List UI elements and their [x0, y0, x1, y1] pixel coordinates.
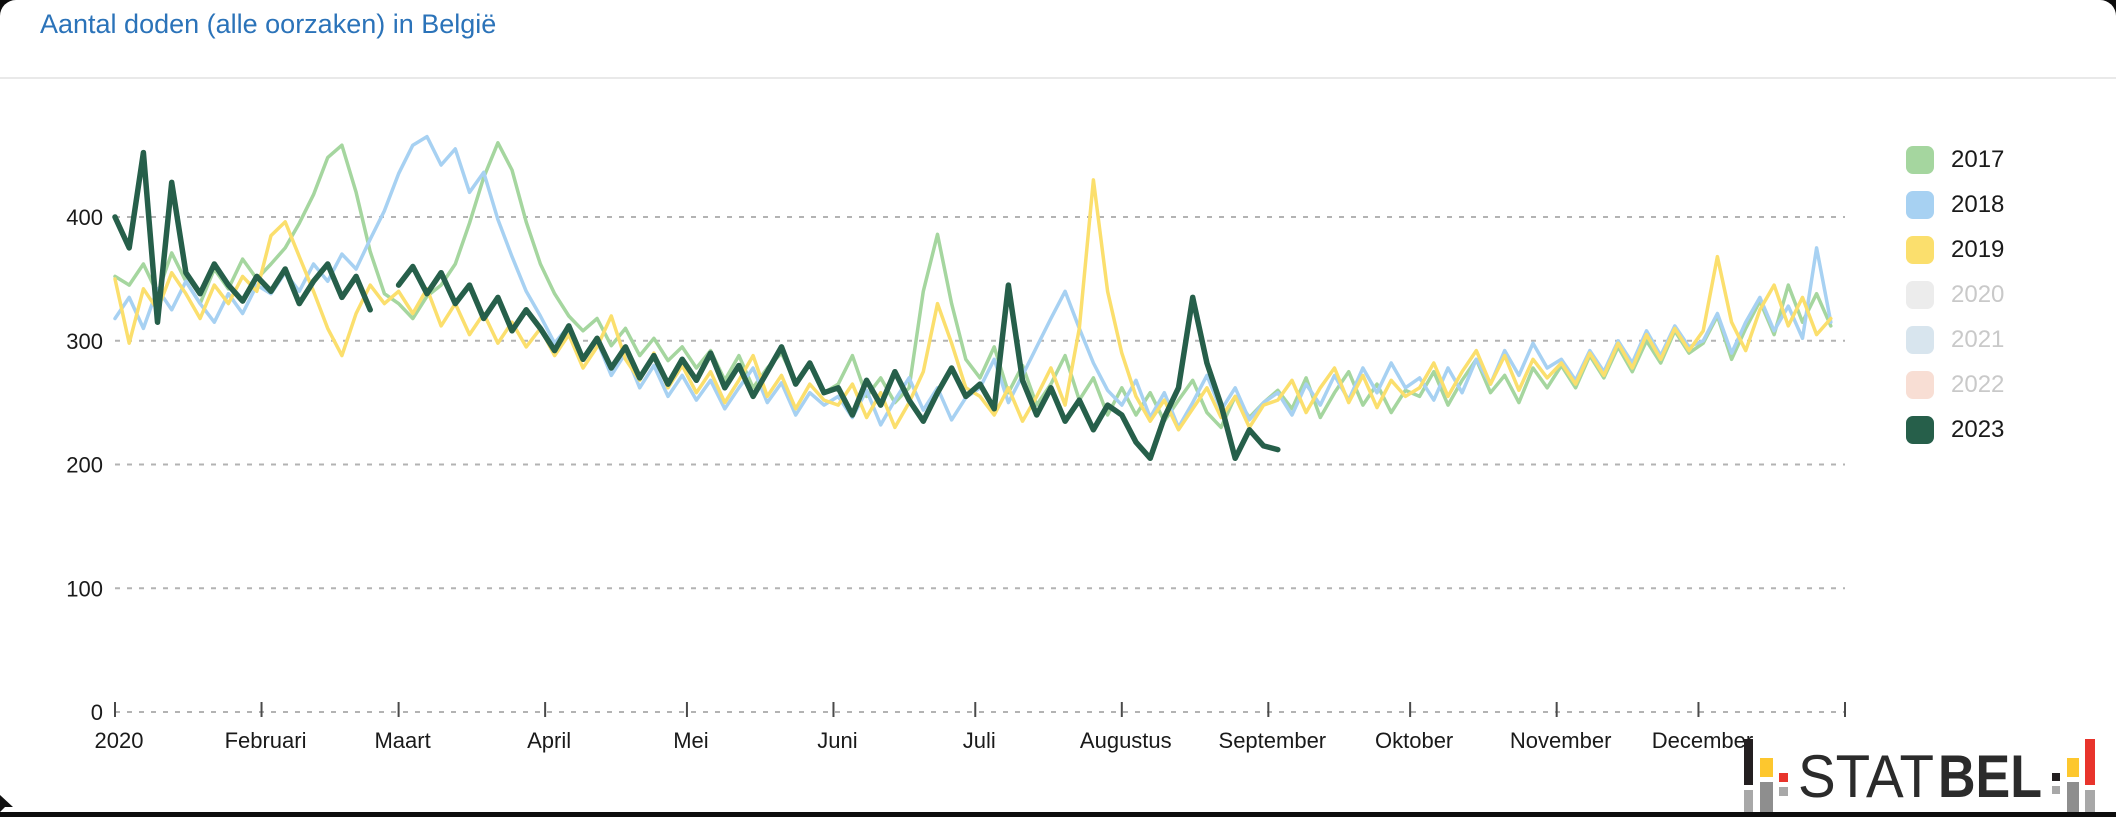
legend-swatch-2019: [1906, 236, 1934, 264]
x-tick-label: Augustus: [1080, 728, 1172, 753]
x-tick-label: Juni: [817, 728, 857, 753]
legend-label-2022: 2022: [1951, 371, 2005, 398]
legend-swatch-2020: [1906, 281, 1934, 309]
series-line-2017: [113, 141, 1833, 430]
legend-item-2017[interactable]: 2017: [1906, 146, 2004, 174]
logo-bel-text: BEL: [1938, 743, 2042, 810]
mouse-cursor: [0, 795, 13, 812]
legend-label-2017: 2017: [1951, 146, 2005, 173]
legend-item-2018[interactable]: 2018: [1906, 191, 2004, 219]
statbel-logo-right-bars: [2052, 739, 2095, 812]
legend-label-2023: 2023: [1951, 416, 2005, 443]
x-tick-label: Oktober: [1375, 728, 1453, 753]
legend-item-2021[interactable]: 2021: [1906, 326, 2004, 354]
y-tick-label-300: 300: [66, 329, 103, 354]
x-tick-label: April: [527, 728, 571, 753]
x-tick-label: September: [1219, 728, 1327, 753]
x-tick-label: Februari: [225, 728, 307, 753]
legend-label-2021: 2021: [1951, 326, 2005, 353]
x-tick-label: Maart: [374, 728, 430, 753]
legend-label-2018: 2018: [1951, 191, 2005, 218]
legend-item-2023[interactable]: 2023: [1906, 416, 2004, 444]
legend-swatch-2021: [1906, 326, 1934, 354]
statbel-logo-left-bars: [1744, 739, 1788, 812]
x-tick-label: December: [1652, 728, 1753, 753]
statbel-logo[interactable]: STAT BEL: [1742, 733, 2102, 817]
x-tick-label: November: [1510, 728, 1611, 753]
x-tick-label: Juli: [963, 728, 996, 753]
y-tick-label-200: 200: [66, 453, 103, 478]
legend-swatch-2023: [1906, 416, 1934, 444]
logo-stat-text: STAT: [1798, 743, 1934, 810]
legend-swatch-2018: [1906, 191, 1934, 219]
x-tick-label: 2020: [95, 728, 144, 753]
legend-swatch-2022: [1906, 371, 1934, 399]
chart-legend: 2017 2018 2019 2020 2021 2022 2023: [1906, 146, 2004, 461]
title-divider: [0, 77, 2116, 79]
legend-swatch-2017: [1906, 146, 1934, 174]
legend-label-2020: 2020: [1951, 281, 2005, 308]
x-tick-label: Mei: [673, 728, 708, 753]
legend-label-2019: 2019: [1951, 236, 2005, 263]
legend-item-2019[interactable]: 2019: [1906, 236, 2004, 264]
y-tick-label-0: 0: [91, 700, 103, 725]
legend-item-2020[interactable]: 2020: [1906, 281, 2004, 309]
y-tick-label-100: 100: [66, 576, 103, 601]
chart-title: Aantal doden (alle oorzaken) in België: [40, 9, 497, 39]
legend-item-2022[interactable]: 2022: [1906, 371, 2004, 399]
series-line-2023: [112, 149, 1281, 462]
y-tick-label-400: 400: [66, 205, 103, 230]
